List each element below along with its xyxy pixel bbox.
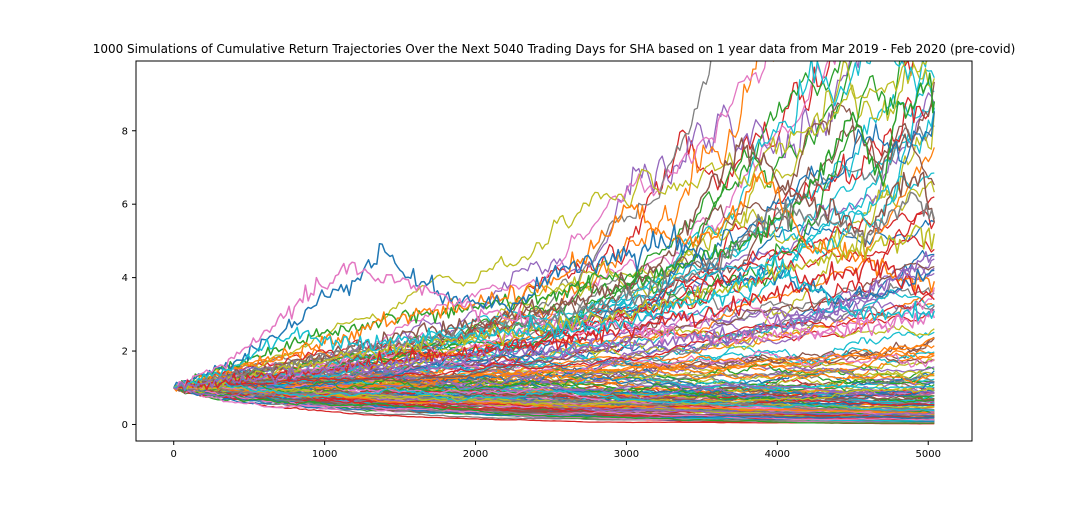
y-tick-label: 2 xyxy=(122,347,128,358)
simulation-line xyxy=(173,386,935,412)
simulation-line xyxy=(173,387,935,424)
simulation-line xyxy=(173,381,935,394)
y-tick-label: 4 xyxy=(122,273,128,284)
simulation-line-highlight xyxy=(173,224,935,389)
simulation-line-highlight xyxy=(173,170,936,392)
x-tick-label: 3000 xyxy=(614,449,639,460)
x-tick-label: 4000 xyxy=(765,449,790,460)
simulation-line-highlight xyxy=(173,72,936,389)
plot-frame xyxy=(135,60,973,442)
simulation-line-highlight xyxy=(173,191,936,389)
x-tick-label: 2000 xyxy=(463,449,488,460)
y-axis: 0 2 4 6 8 xyxy=(122,126,136,431)
simulation-lines xyxy=(173,61,936,425)
simulation-line xyxy=(173,61,901,394)
simulation-line-highlight xyxy=(173,224,936,390)
simulation-line xyxy=(173,61,928,390)
x-axis: 0 1000 2000 3000 4000 5000 xyxy=(171,441,941,460)
x-tick-label: 5000 xyxy=(916,449,941,460)
simulation-line-highlight xyxy=(173,254,936,392)
simulation-line xyxy=(173,375,935,415)
y-tick-label: 0 xyxy=(122,420,128,431)
chart-title: 1000 Simulations of Cumulative Return Tr… xyxy=(93,42,1016,56)
x-tick-label: 1000 xyxy=(312,449,337,460)
simulation-line xyxy=(173,287,935,390)
x-tick-label: 0 xyxy=(171,449,177,460)
simulation-line xyxy=(173,385,935,407)
simulation-line xyxy=(173,379,935,412)
y-tick-label: 8 xyxy=(122,126,128,137)
simulation-line xyxy=(173,387,935,416)
simulation-line xyxy=(173,262,935,389)
simulation-line xyxy=(173,61,813,390)
simulation-line-highlight xyxy=(173,251,935,390)
y-tick-label: 6 xyxy=(122,200,128,211)
simulation-line-highlight xyxy=(173,137,936,395)
simulation-line xyxy=(173,363,935,391)
